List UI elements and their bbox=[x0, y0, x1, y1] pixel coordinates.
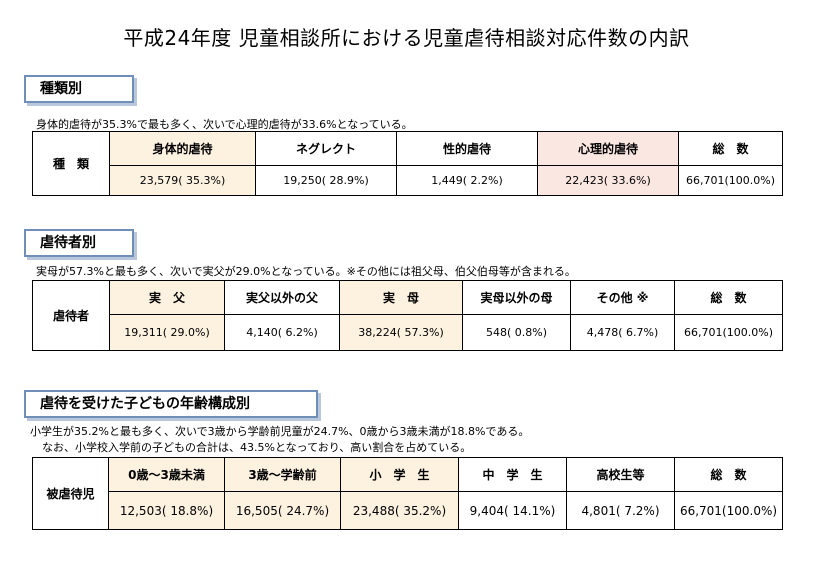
header-junior-high: 中 学 生 bbox=[458, 457, 567, 492]
header-total: 総 数 bbox=[678, 131, 783, 166]
header-age-3-preschool: 3歳～学齢前 bbox=[224, 457, 341, 492]
header-age-0-3: 0歳～3歳未満 bbox=[108, 457, 225, 492]
value-age-3-preschool: 16,505( 24.7%) bbox=[224, 491, 341, 530]
header-neglect: ネグレクト bbox=[255, 131, 397, 166]
header-others: その他 ※ bbox=[570, 280, 675, 315]
header-high-school: 高校生等 bbox=[566, 457, 675, 492]
header-total: 総 数 bbox=[674, 457, 783, 492]
value-neglect: 19,250( 28.9%) bbox=[255, 165, 397, 196]
type-table: 種 類 身体的虐待 ネグレクト 性的虐待 心理的虐待 総 数 23,579( 3… bbox=[32, 131, 783, 196]
section-label-abuser: 虐待者別 bbox=[24, 229, 134, 257]
value-other-father: 4,140( 6.2%) bbox=[224, 314, 340, 351]
section-label-type: 種類別 bbox=[24, 75, 134, 103]
value-physical-abuse: 23,579( 35.3%) bbox=[109, 165, 256, 196]
header-total: 総 数 bbox=[674, 280, 783, 315]
header-elementary: 小 学 生 bbox=[340, 457, 459, 492]
value-total: 66,701(100.0%) bbox=[674, 491, 783, 530]
value-high-school: 4,801( 7.2%) bbox=[566, 491, 675, 530]
header-other-father: 実父以外の父 bbox=[224, 280, 340, 315]
header-physical-abuse: 身体的虐待 bbox=[109, 131, 256, 166]
page-title: 平成24年度 児童相談所における児童虐待相談対応件数の内訳 bbox=[123, 26, 690, 50]
header-sexual-abuse: 性的虐待 bbox=[396, 131, 538, 166]
row-header-abuser: 虐待者 bbox=[32, 280, 110, 351]
section-note-type: 身体的虐待が35.3%で最も多く、次いで心理的虐待が33.6%となっている。 bbox=[36, 118, 413, 131]
value-sexual-abuse: 1,449( 2.2%) bbox=[396, 165, 538, 196]
header-biological-father: 実 父 bbox=[109, 280, 225, 315]
row-header-age: 被虐待児 bbox=[32, 457, 109, 530]
header-biological-mother: 実 母 bbox=[339, 280, 463, 315]
section-note-abuser: 実母が57.3%と最も多く、次いで実父が29.0%となっている。※その他には祖父… bbox=[36, 265, 576, 278]
value-elementary: 23,488( 35.2%) bbox=[340, 491, 459, 530]
section-note-age-line1: 小学生が35.2%と最も多く、次いで3歳から学齢前児童が24.7%、0歳から3歳… bbox=[30, 425, 530, 438]
value-psychological-abuse: 22,423( 33.6%) bbox=[537, 165, 679, 196]
value-others: 4,478( 6.7%) bbox=[570, 314, 675, 351]
value-biological-mother: 38,224( 57.3%) bbox=[339, 314, 463, 351]
value-other-mother: 548( 0.8%) bbox=[462, 314, 571, 351]
value-total: 66,701(100.0%) bbox=[678, 165, 783, 196]
age-table: 被虐待児 0歳～3歳未満 3歳～学齢前 小 学 生 中 学 生 高校生等 総 数… bbox=[32, 457, 783, 530]
section-note-age-line2: なお、小学校入学前の子どもの合計は、43.5%となっており、高い割合を占めている… bbox=[42, 441, 472, 454]
value-junior-high: 9,404( 14.1%) bbox=[458, 491, 567, 530]
value-age-0-3: 12,503( 18.8%) bbox=[108, 491, 225, 530]
section-label-age: 虐待を受けた子どもの年齢構成別 bbox=[24, 390, 318, 418]
header-other-mother: 実母以外の母 bbox=[462, 280, 571, 315]
value-biological-father: 19,311( 29.0%) bbox=[109, 314, 225, 351]
value-total: 66,701(100.0%) bbox=[674, 314, 783, 351]
header-psychological-abuse: 心理的虐待 bbox=[537, 131, 679, 166]
row-header-type: 種 類 bbox=[32, 131, 110, 196]
abuser-table: 虐待者 実 父 実父以外の父 実 母 実母以外の母 その他 ※ 総 数 19,3… bbox=[32, 280, 783, 351]
